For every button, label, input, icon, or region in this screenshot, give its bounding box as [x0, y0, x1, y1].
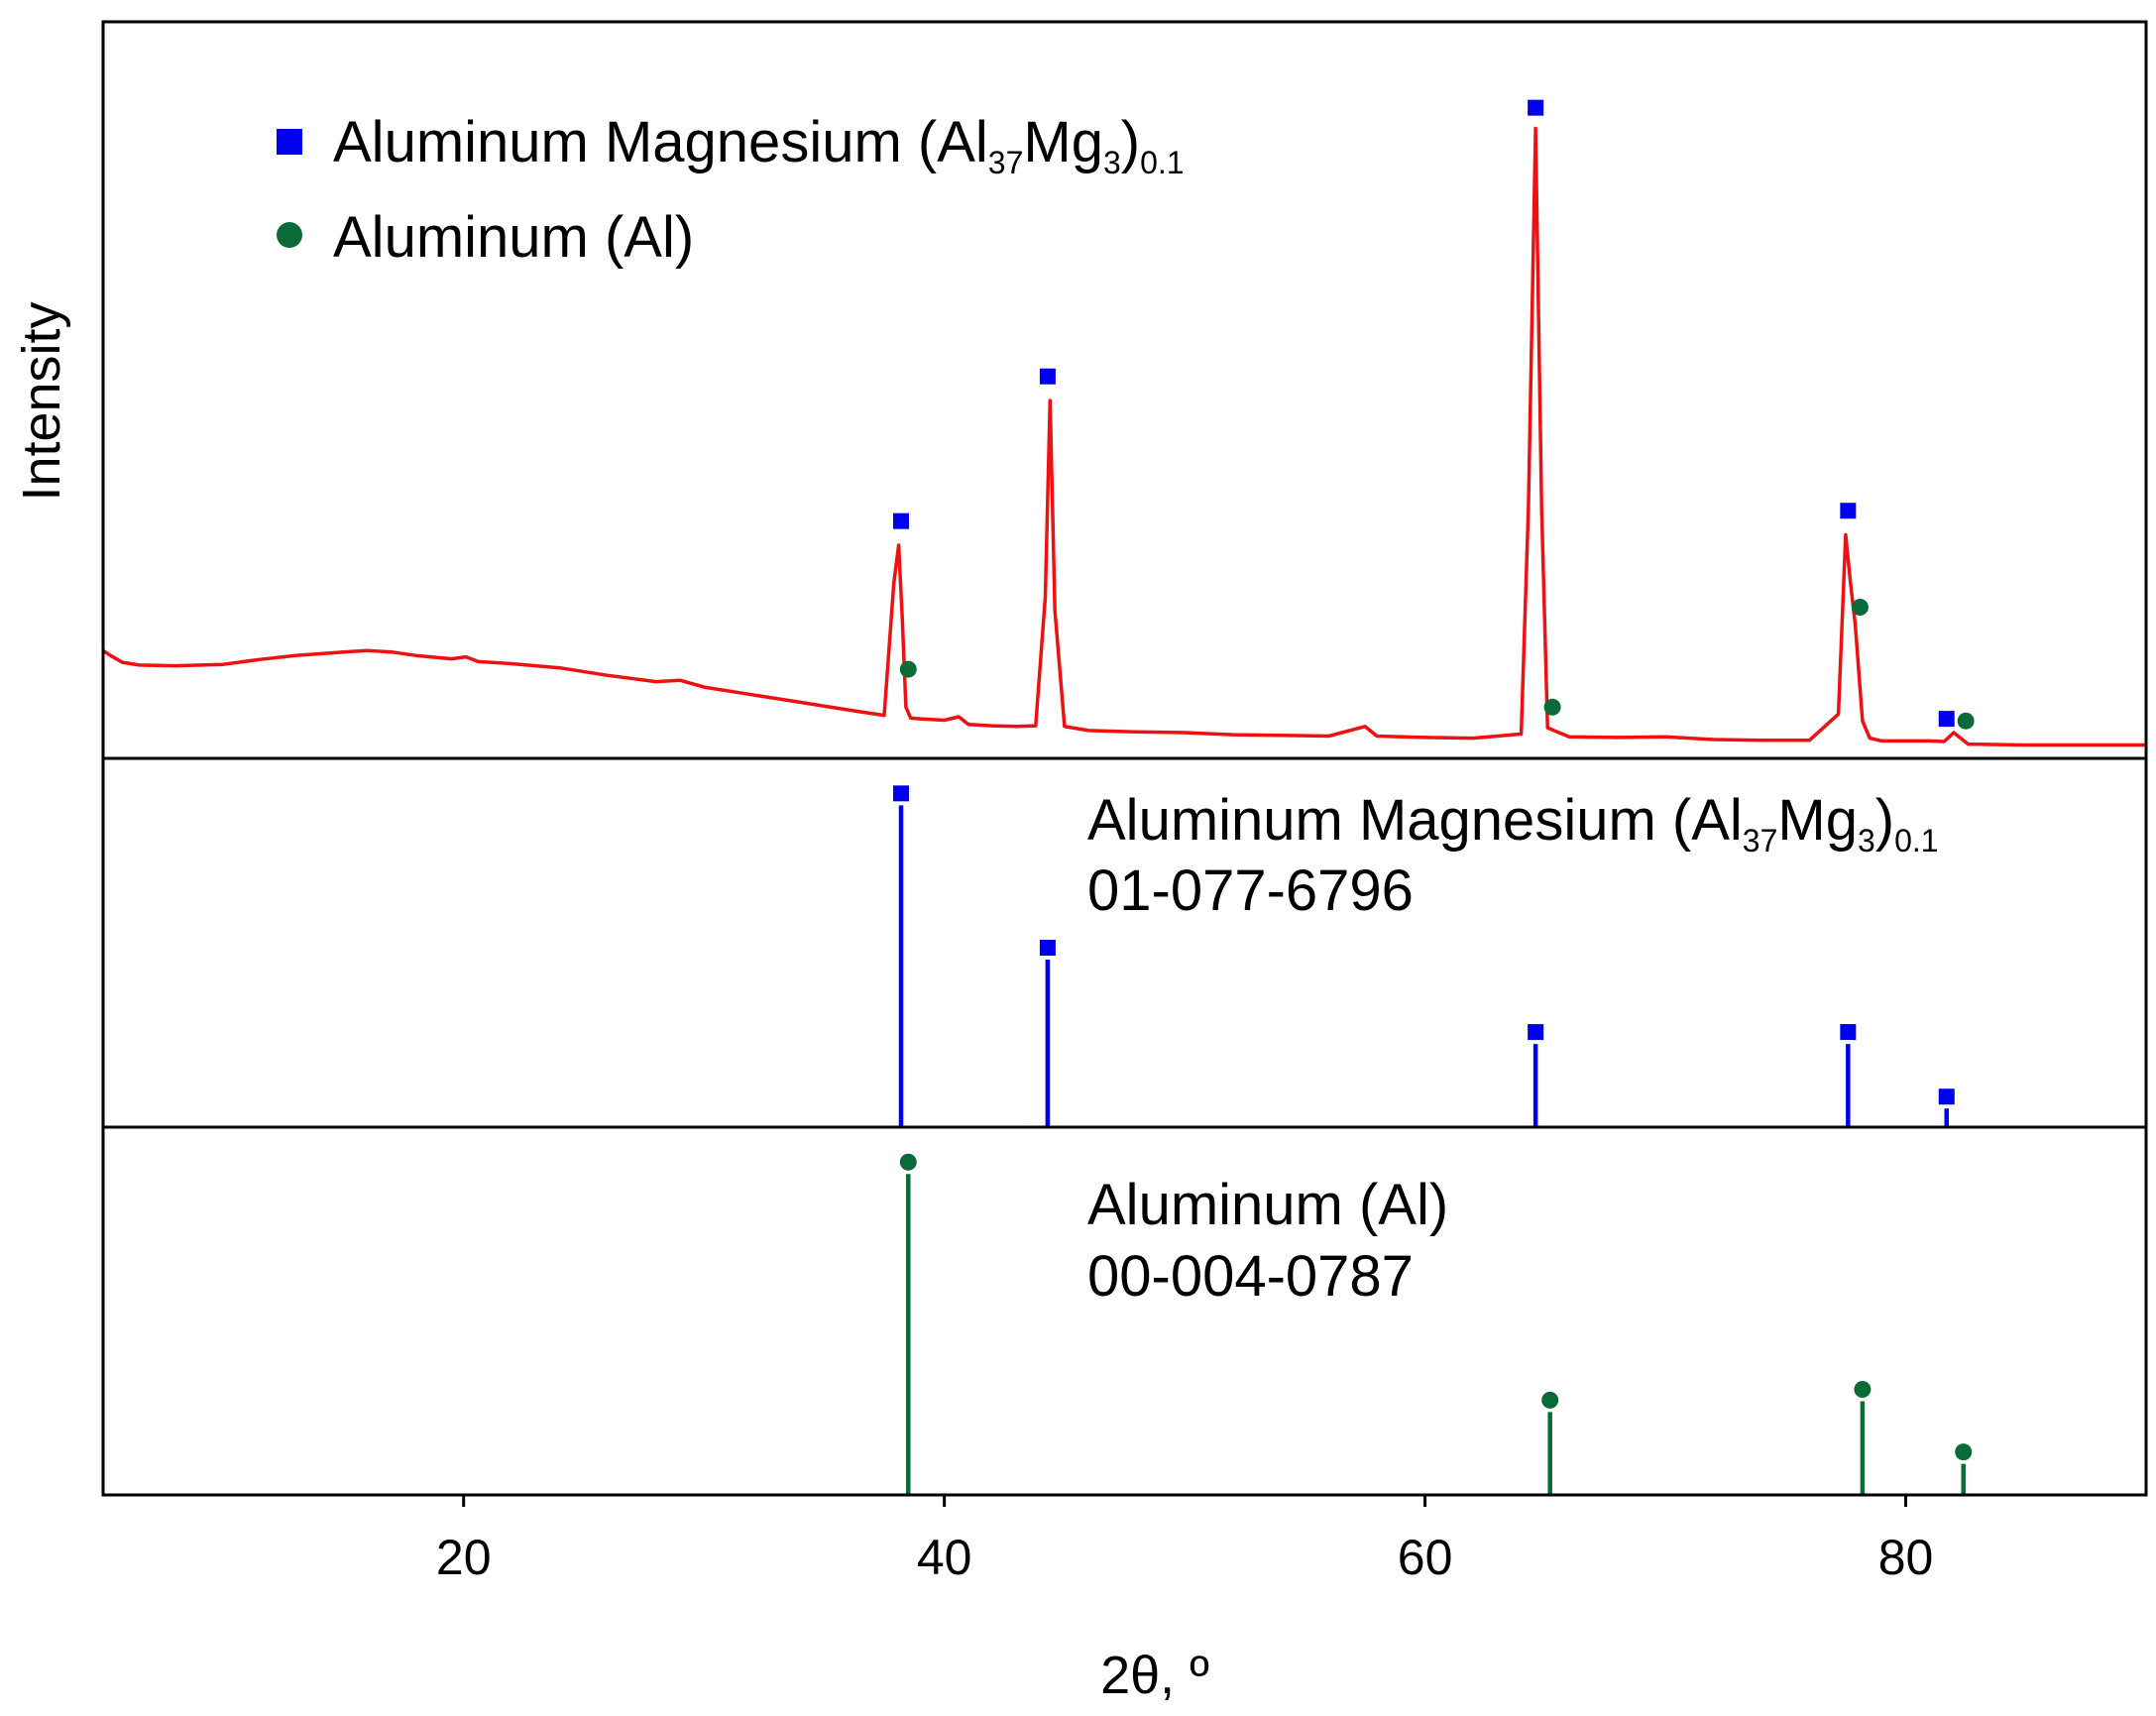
- reference-stick-marker: [893, 785, 910, 802]
- ref-al37mg3-close: ): [1875, 788, 1894, 853]
- reference-stick-marker: [899, 1153, 917, 1171]
- ref-al37mg3-sub3: 0.1: [1894, 823, 1938, 858]
- x-axis-ticks: 20 40 60 80: [436, 1495, 1933, 1585]
- al37mg3-peak-marker: [1528, 99, 1544, 116]
- al37mg3-card-number: 01-077-6796: [1087, 858, 1414, 923]
- ref-al37mg3-mid: Mg: [1777, 788, 1858, 853]
- legend-entry-al: Aluminum (Al): [333, 205, 694, 270]
- al37mg3-reference-label: Aluminum Magnesium (Al37Mg3)0.1: [1087, 788, 1939, 858]
- reference-stick-marker: [1938, 1088, 1955, 1105]
- legend-al37mg3-close: ): [1121, 110, 1140, 174]
- legend-circle-marker: [277, 222, 302, 248]
- ref-al37mg3-sub2: 3: [1858, 823, 1875, 858]
- measured-pattern-panel: [102, 99, 2146, 747]
- al-peak-marker: [1957, 712, 1975, 730]
- al-reference-panel: [899, 1153, 1973, 1495]
- x-tick-label: 80: [1878, 1530, 1934, 1585]
- legend-entry-al37mg3: Aluminum Magnesium (Al37Mg3)0.1: [333, 110, 1185, 180]
- legend-square-marker: [277, 129, 302, 155]
- reference-stick-marker: [1541, 1391, 1559, 1409]
- al37mg3-peak-marker: [1938, 711, 1955, 728]
- reference-stick-marker: [1840, 1024, 1857, 1041]
- y-axis-title: Intensity: [12, 301, 71, 501]
- al37mg3-peak-marker: [1039, 368, 1056, 385]
- reference-stick-marker: [1955, 1443, 1973, 1461]
- al37mg3-peak-marker: [1840, 503, 1857, 519]
- al-reference-label: Aluminum (Al): [1087, 1173, 1448, 1237]
- ref-al37mg3-name: Aluminum Magnesium (Al: [1087, 788, 1743, 853]
- al37mg3-reference-panel: [893, 785, 1955, 1127]
- reference-stick-marker: [1854, 1381, 1872, 1399]
- legend-al37mg3-mid: Mg: [1023, 110, 1103, 174]
- legend-al37mg3-sub2: 3: [1103, 145, 1121, 180]
- al-card-number: 00-004-0787: [1087, 1244, 1414, 1309]
- reference-stick-marker: [1039, 940, 1056, 956]
- measured-pattern-line: [102, 126, 2146, 747]
- al-peak-marker: [1543, 698, 1561, 716]
- al-peak-marker: [1851, 599, 1869, 617]
- legend: Aluminum Magnesium (Al37Mg3)0.1 Aluminum…: [277, 110, 1185, 270]
- x-tick-label: 60: [1398, 1530, 1453, 1585]
- reference-stick-marker: [1528, 1024, 1544, 1041]
- x-tick-label: 40: [917, 1530, 972, 1585]
- legend-al37mg3-sub3: 0.1: [1140, 145, 1184, 180]
- al37mg3-peak-marker: [893, 513, 910, 529]
- x-axis-title: 2θ, º: [1100, 1646, 1209, 1705]
- al-peak-marker: [899, 660, 917, 678]
- legend-al37mg3-name: Aluminum Magnesium (Al: [333, 110, 988, 174]
- legend-al37mg3-sub1: 37: [988, 145, 1024, 180]
- x-tick-label: 20: [436, 1530, 492, 1585]
- ref-al37mg3-sub1: 37: [1743, 823, 1778, 858]
